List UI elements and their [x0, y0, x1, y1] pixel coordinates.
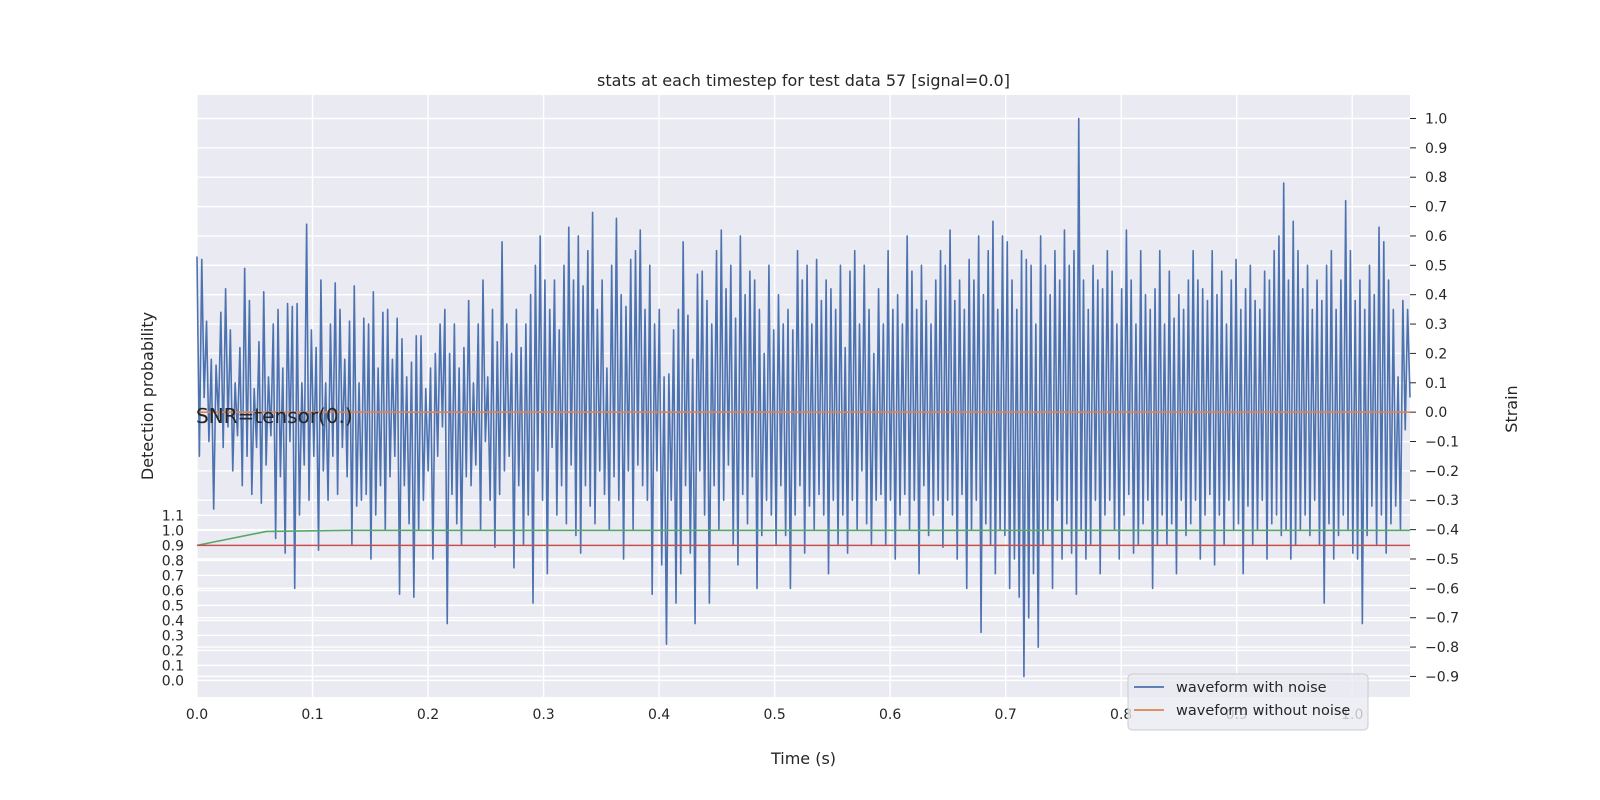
snr-annotation: SNR=tensor(0.)	[196, 404, 353, 428]
legend-label-waveform-with-noise: waveform with noise	[1176, 680, 1327, 696]
series-layer	[196, 117, 1411, 678]
y-left-tick-label: 0.2	[162, 643, 184, 659]
y-right-tick-label: 0.1	[1425, 376, 1447, 392]
y-right-tick-label: 0.3	[1425, 317, 1447, 333]
y-left-tick-label: 0.1	[162, 658, 184, 674]
y-left-tick-label: 0.6	[162, 583, 184, 599]
x-tick-label: 0.3	[532, 707, 554, 723]
y-right-tick-label: 0.0	[1425, 405, 1447, 421]
y-right-tick-label: −0.9	[1425, 669, 1459, 685]
y-left-tick-label: 0.5	[162, 598, 184, 614]
y-left-tick-label: 1.0	[162, 523, 184, 539]
y-right-tick-label: −0.1	[1425, 435, 1459, 451]
y-right-tick-label: 0.2	[1425, 346, 1447, 362]
y-right-tick-label: 0.6	[1425, 229, 1447, 245]
y-left-tick-label: 0.0	[162, 673, 184, 689]
y-right-tick-label: 0.5	[1425, 258, 1447, 274]
y-left-tick-label: 0.8	[162, 553, 184, 569]
x-tick-label: 0.2	[417, 707, 439, 723]
y-right-tick-label: −0.3	[1425, 493, 1459, 509]
x-tick-label: 0.7	[995, 707, 1017, 723]
y-right-tick-label: 0.9	[1425, 141, 1447, 157]
legend-label-waveform-without-noise: waveform without noise	[1176, 703, 1350, 719]
y-right-tick-label: −0.4	[1425, 523, 1459, 539]
y-left-tick-label: 0.3	[162, 628, 184, 644]
y-right-tick-label: 1.0	[1425, 111, 1447, 127]
y-right-tick-label: −0.6	[1425, 581, 1459, 597]
x-tick-label: 0.8	[1110, 707, 1132, 723]
y-axis-right-label: Strain	[1502, 385, 1521, 432]
y-left-tick-label: 0.9	[162, 538, 184, 554]
y-left-tick-label: 1.1	[162, 508, 184, 524]
x-tick-label: 0.0	[186, 707, 208, 723]
legend-box	[1127, 673, 1369, 731]
y-right-tick-label: −0.2	[1425, 464, 1459, 480]
series-waveform-with-noise	[196, 117, 1411, 678]
y-left-tick-label: 0.4	[162, 613, 184, 629]
chart-title: stats at each timestep for test data 57 …	[597, 71, 1010, 90]
y-right-tick-label: −0.5	[1425, 552, 1459, 568]
y-axis-left-label: Detection probability	[138, 312, 157, 480]
x-tick-label: 0.5	[763, 707, 785, 723]
y-left-tick-label: 0.7	[162, 568, 184, 584]
y-right-tick-label: −0.8	[1425, 640, 1459, 656]
y-right-tick-label: 0.7	[1425, 200, 1447, 216]
x-tick-label: 0.1	[301, 707, 323, 723]
x-tick-label: 0.4	[648, 707, 670, 723]
plot-area	[196, 95, 1411, 697]
x-tick-label: 0.6	[879, 707, 901, 723]
y-right-tick-label: 0.8	[1425, 170, 1447, 186]
y-right-tick-label: −0.7	[1425, 611, 1459, 627]
series-detection-probability	[196, 529, 1410, 547]
x-axis-label: Time (s)	[770, 749, 836, 768]
legend: waveform with noise waveform without noi…	[1127, 673, 1369, 731]
y-right-tick-label: 0.4	[1425, 288, 1447, 304]
tick-labels: 0.00.10.20.30.40.50.60.70.80.91.01.00.90…	[162, 111, 1459, 723]
